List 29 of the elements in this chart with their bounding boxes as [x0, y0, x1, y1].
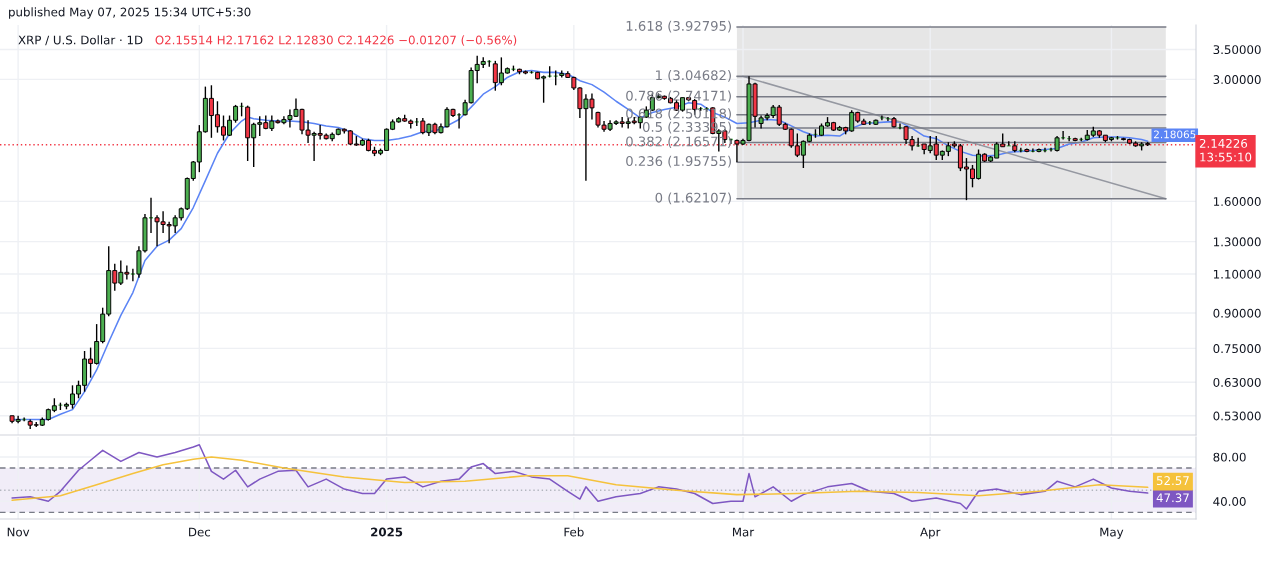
- data-label: 2.18065: [1154, 130, 1196, 139]
- y-tick-label: 40.00: [1213, 496, 1246, 506]
- y-tick-label: 0.63000: [1213, 377, 1261, 387]
- x-tick-label: May: [1100, 527, 1124, 539]
- data-label: 47.37: [1156, 493, 1189, 503]
- series-label: 1 (3.04682): [656, 69, 731, 82]
- y-tick-label: 80.00: [1213, 452, 1246, 462]
- y-tick-label: 1.60000: [1213, 197, 1261, 207]
- y-tick-label: 0.75000: [1213, 344, 1261, 354]
- text: XRP / U.S. Dollar · 1D: [18, 35, 143, 46]
- ref-line-label: 2.14226 13:55:10: [1199, 138, 1252, 162]
- series-label: 1.618 (3.92795): [626, 20, 731, 33]
- y-tick-label: 3.00000: [1213, 75, 1261, 85]
- y-tick-label: 1.10000: [1213, 269, 1261, 279]
- text: published May 07, 2025 15:34 UTC+5:30: [9, 7, 251, 19]
- series-label: 0.236 (1.95755): [626, 155, 731, 168]
- y-tick-label: 3.50000: [1213, 45, 1261, 55]
- x-tick-label: Mar: [732, 527, 755, 537]
- x-tick-label: Feb: [564, 527, 584, 537]
- x-tick-label: Apr: [920, 527, 941, 539]
- text: O2.15514 H2.17162 L2.12830 C2.14226 −0.01207 (−0.56%): [155, 35, 517, 46]
- x-tick-label: Nov: [7, 527, 30, 537]
- data-label: 52.57: [1156, 476, 1189, 486]
- series-label: 0 (1.62107): [655, 192, 731, 205]
- y-tick-label: 1.30000: [1213, 237, 1261, 247]
- y-tick-label: 0.90000: [1213, 308, 1261, 318]
- x-tick-label: Dec: [189, 527, 211, 537]
- y-tick-label: 0.53000: [1213, 411, 1261, 421]
- x-tick-label: 2025: [371, 527, 403, 537]
